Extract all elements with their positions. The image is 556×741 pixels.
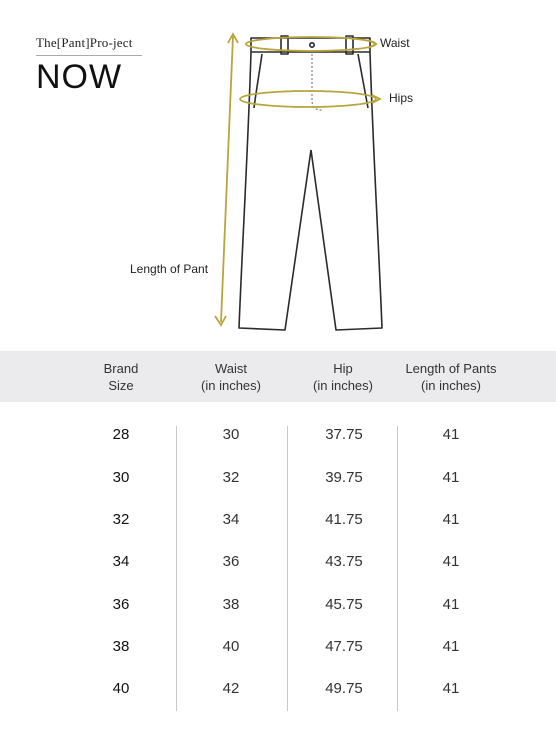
brand-divider [36, 55, 142, 56]
waist-cell: 34 [222, 511, 240, 528]
hip-cell: 47.75 [325, 638, 363, 655]
hip-cell: 39.75 [325, 469, 363, 486]
length-cell: 41 [442, 426, 460, 443]
length-cell: 41 [442, 511, 460, 528]
waist-arrowhead [367, 39, 379, 49]
header-brand-size: Brand Size [103, 361, 139, 393]
hips-label: Hips [389, 91, 414, 105]
length-arrow-top [227, 32, 239, 44]
waist-cell: 36 [222, 553, 240, 570]
pocket-right [357, 53, 369, 109]
brand-size-cell: 30 [112, 469, 130, 486]
length-cell: 41 [442, 596, 460, 613]
header-waist: Waist (in inches) [201, 361, 261, 393]
brand-name-line: The[Pant]Pro-ject [36, 35, 133, 50]
measurement-guides [214, 32, 383, 327]
brand-size-cell: 36 [112, 596, 130, 613]
brand-size-cell: 34 [112, 553, 130, 570]
brand-logo: The[Pant]Pro-ject NOW [36, 35, 142, 94]
pants-right-leg [310, 51, 383, 331]
hips-arrowhead [371, 94, 383, 104]
length-cell: 41 [442, 469, 460, 486]
pants-button [308, 41, 315, 48]
length-of-pant-label: Length of Pant [130, 262, 209, 276]
hip-cell: 49.75 [325, 680, 363, 697]
waist-cell: 42 [222, 680, 240, 697]
hip-cell: 43.75 [325, 553, 363, 570]
hip-cell: 37.75 [325, 426, 363, 443]
hip-cell: 41.75 [325, 511, 363, 528]
length-measure-line [220, 35, 234, 323]
length-arrow-bottom [214, 315, 227, 327]
column-divider [397, 426, 398, 711]
belt-loop-left [280, 35, 289, 55]
brand-name-large: NOW [36, 58, 123, 96]
pants-fly [311, 54, 323, 111]
waist-cell: 38 [222, 596, 240, 613]
length-cell: 41 [442, 638, 460, 655]
header-length-of-pants: Length of Pants (in inches) [405, 361, 497, 393]
column-divider [287, 426, 288, 711]
header-hip: Hip (in inches) [313, 361, 373, 393]
brand-size-cell: 28 [112, 426, 130, 443]
hips-measure-ellipse [239, 90, 377, 108]
hip-cell: 45.75 [325, 596, 363, 613]
brand-size-cell: 32 [112, 511, 130, 528]
waist-label: Waist [380, 36, 410, 50]
brand-size-cell: 38 [112, 638, 130, 655]
length-cell: 41 [442, 680, 460, 697]
length-cell: 41 [442, 553, 460, 570]
waist-cell: 32 [222, 469, 240, 486]
column-divider [176, 426, 177, 711]
waist-cell: 40 [222, 638, 240, 655]
pocket-left [253, 53, 263, 109]
brand-size-cell: 40 [112, 680, 130, 697]
belt-loop-right [345, 35, 354, 55]
waist-cell: 30 [222, 426, 240, 443]
table-header-band [0, 351, 556, 402]
pants-left-leg [238, 51, 312, 331]
pants-measurement-diagram [214, 32, 383, 331]
